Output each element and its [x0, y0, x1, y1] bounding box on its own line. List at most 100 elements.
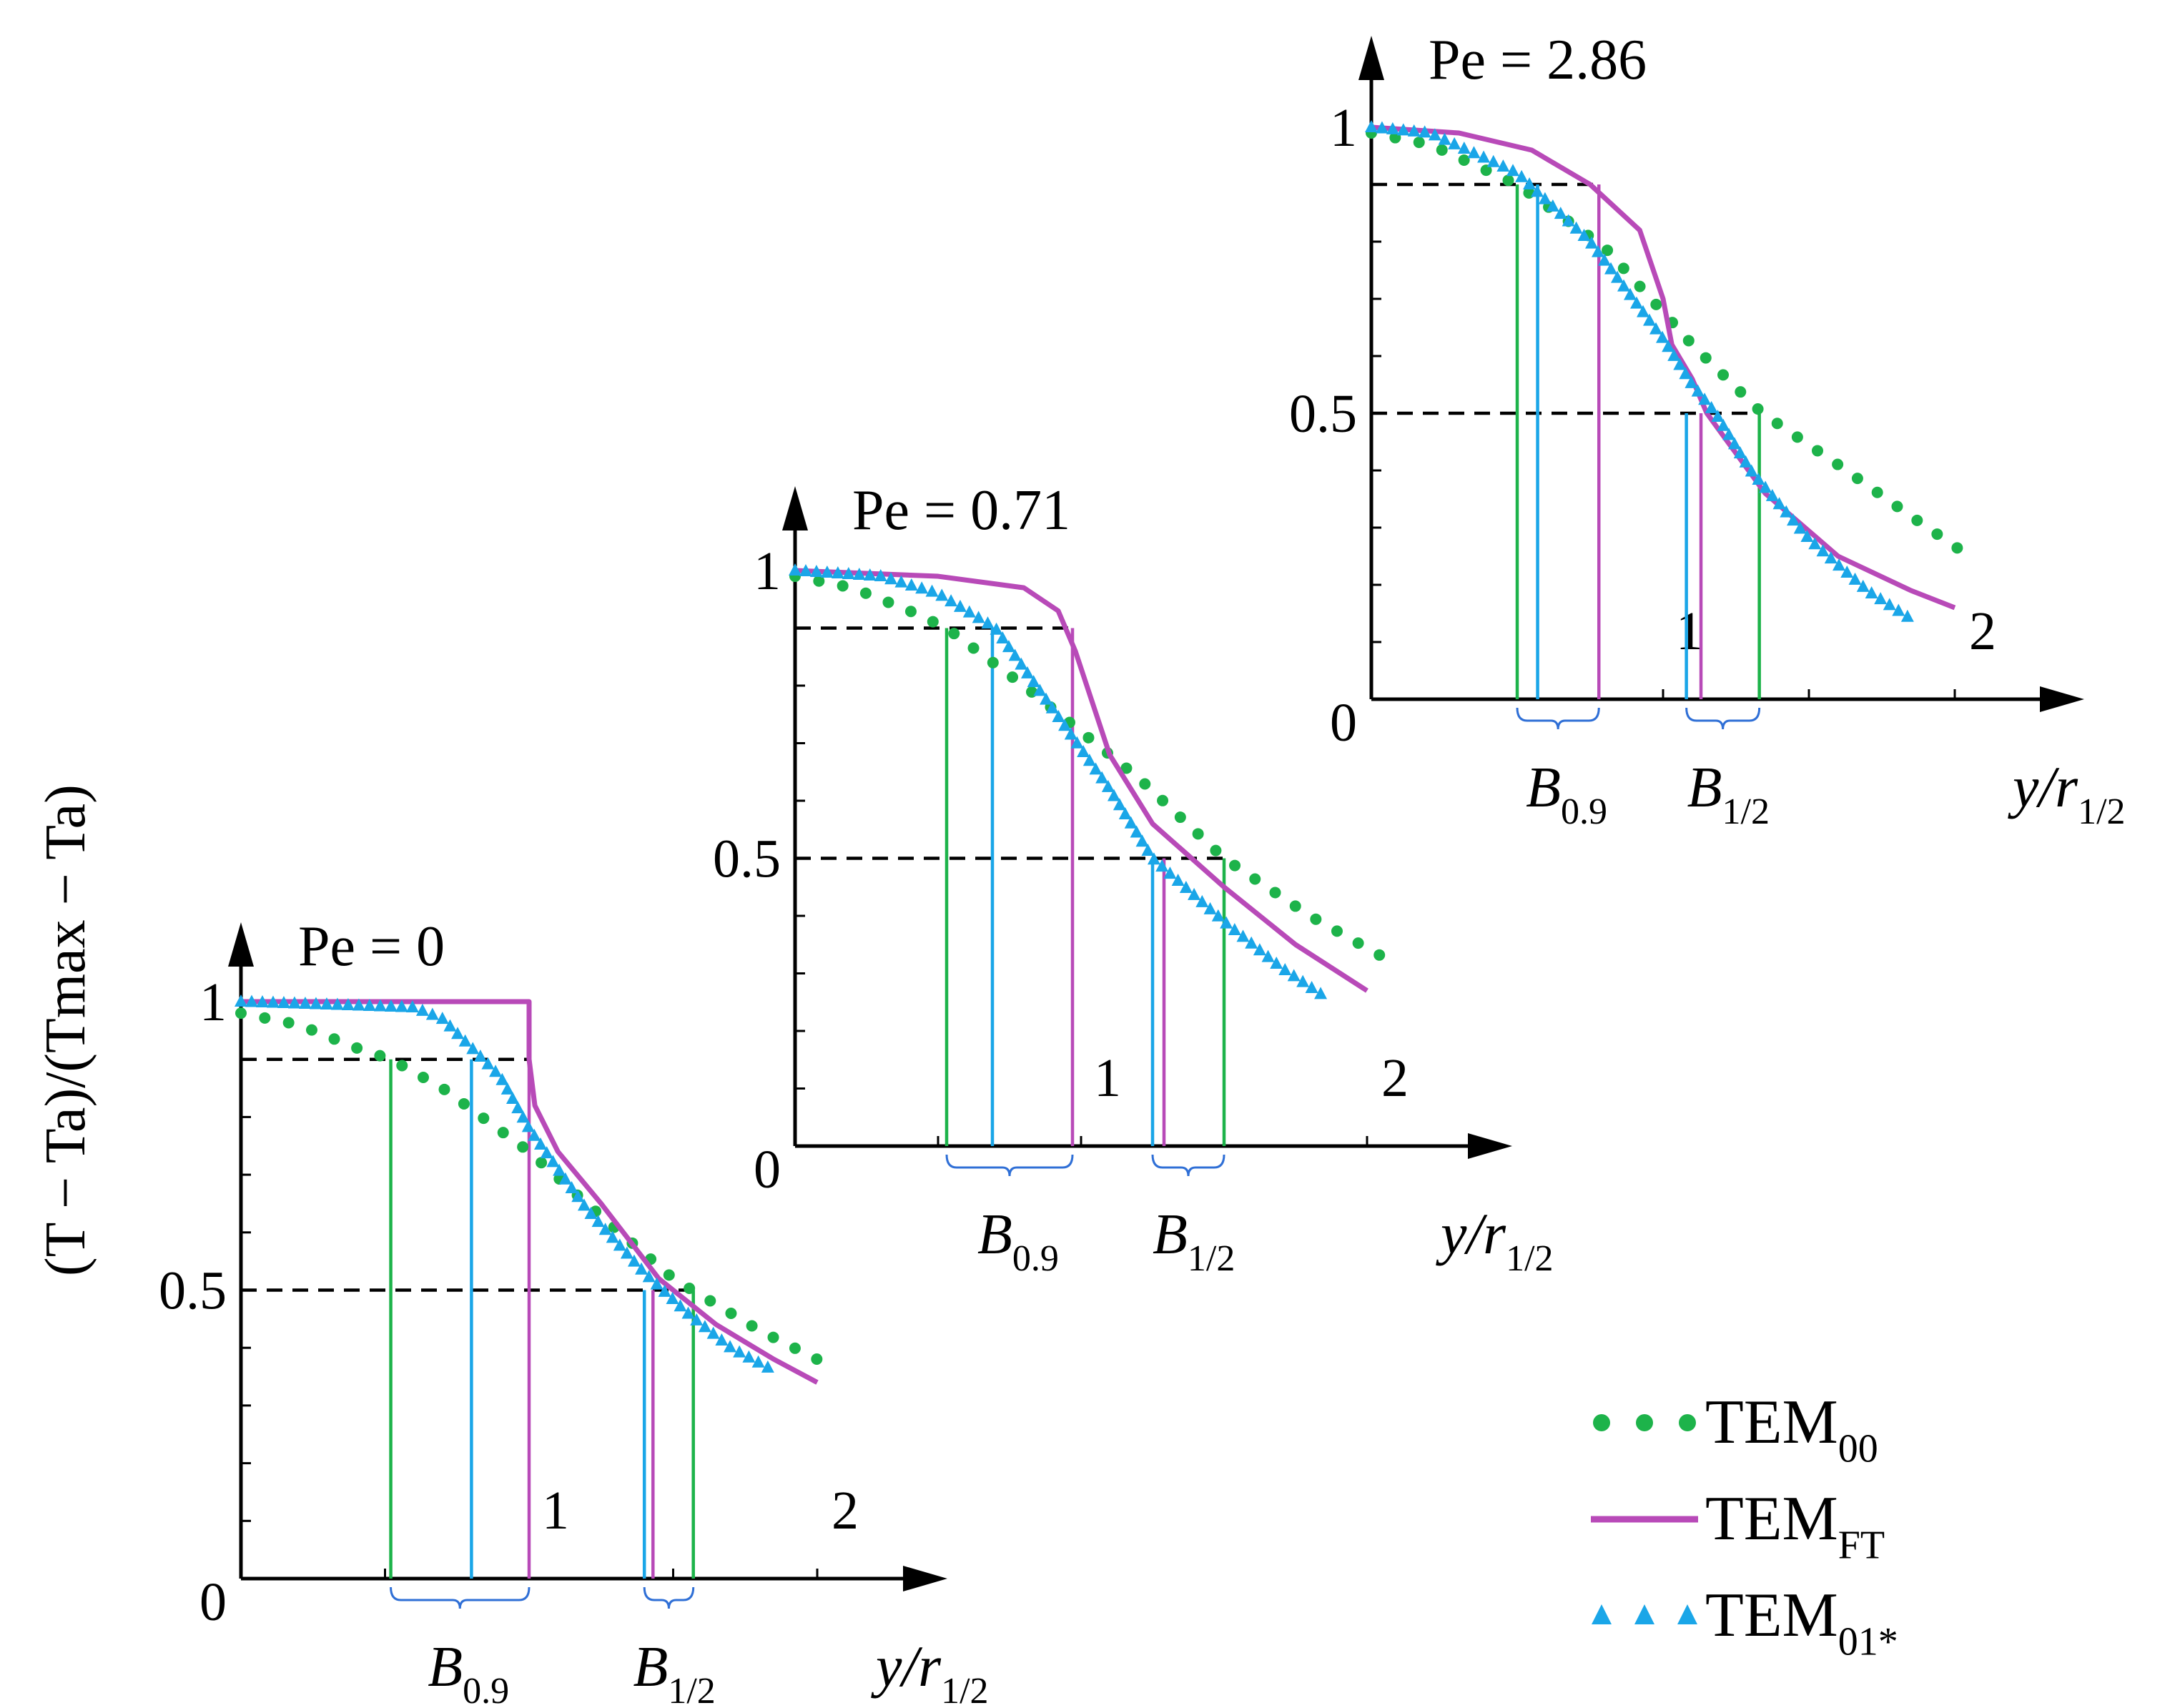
- brace-bhalf: [1151, 1154, 1225, 1177]
- data-point-tem01: [1448, 137, 1461, 149]
- data-point-tem00: [1752, 403, 1764, 415]
- data-point-tem01: [1865, 586, 1878, 598]
- data-point-tem01: [642, 1270, 656, 1283]
- data-point-tem01: [1739, 455, 1752, 468]
- y-tick-label: 0.5: [713, 829, 781, 889]
- data-point-tem00: [789, 1342, 801, 1354]
- data-point-tem01: [1375, 121, 1389, 134]
- data-point-tem00: [1791, 431, 1803, 443]
- data-point-tem01: [1135, 834, 1149, 847]
- data-point-tem01: [1793, 521, 1807, 534]
- data-point-tem01: [1130, 825, 1143, 838]
- data-point-tem01: [571, 1190, 585, 1203]
- data-point-tem01: [298, 997, 312, 1010]
- data-point-tem00: [1210, 844, 1222, 857]
- data-point-tem00: [1480, 164, 1492, 177]
- data-point-tem00: [967, 642, 980, 654]
- x-axis-arrow: [2040, 686, 2084, 712]
- data-point-tem01: [944, 594, 958, 607]
- data-point-tem01: [511, 1101, 525, 1114]
- data-point-tem01: [1002, 640, 1015, 653]
- legend-marker: [1636, 1414, 1653, 1431]
- data-point-tem01: [894, 575, 908, 588]
- data-point-tem01: [373, 999, 387, 1012]
- data-point-tem01: [1064, 727, 1077, 740]
- data-point-tem01: [761, 1360, 774, 1373]
- legend-marker: [1677, 1604, 1697, 1624]
- data-point-tem01: [1113, 798, 1126, 811]
- data-point-tem01: [1711, 409, 1725, 422]
- legend-item-00: TEM00: [1593, 1388, 1878, 1471]
- data-point-tem01: [466, 1042, 480, 1055]
- data-point-tem00: [1310, 913, 1322, 925]
- data-point-tem01: [235, 994, 247, 1007]
- y-axis-arrow: [782, 486, 808, 530]
- data-point-tem01: [863, 568, 877, 581]
- legend-label: TEM00: [1705, 1388, 1878, 1471]
- data-point-tem01: [598, 1223, 612, 1235]
- data-point-tem01: [495, 1072, 509, 1085]
- data-point-tem00: [927, 616, 939, 628]
- data-point-tem01: [1365, 120, 1378, 132]
- data-point-tem01: [1685, 375, 1698, 388]
- series-tem00: [789, 571, 1386, 961]
- brace-b09: [945, 1154, 1074, 1177]
- data-point-tem01: [925, 584, 939, 597]
- data-point-tem01: [1287, 969, 1301, 982]
- data-point-tem01: [287, 996, 301, 1009]
- data-point-tem01: [352, 998, 365, 1011]
- data-point-tem01: [1141, 843, 1155, 856]
- data-point-tem01: [1604, 262, 1618, 275]
- data-point-tem01: [820, 566, 834, 578]
- data-point-tem01: [650, 1277, 664, 1290]
- data-point-tem01: [1171, 874, 1185, 887]
- data-point-tem01: [1637, 305, 1650, 317]
- data-point-tem01: [255, 995, 269, 1008]
- label-b09: B0.9: [977, 1203, 1059, 1279]
- data-point-tem00: [1352, 937, 1364, 949]
- label-b09: B0.9: [428, 1636, 509, 1708]
- data-point-tem01: [1705, 400, 1718, 413]
- data-point-tem01: [1800, 529, 1814, 542]
- data-point-tem00: [1735, 386, 1747, 398]
- data-point-tem01: [658, 1284, 671, 1297]
- chart-panel-2: Pe = 0.71 0 0.5 1 1 2 B0.9 B1/2 y/r1/2: [713, 479, 1554, 1279]
- data-point-tem01: [1070, 736, 1084, 749]
- data-point-tem01: [1617, 279, 1631, 292]
- data-point-tem00: [813, 575, 825, 587]
- data-point-tem01: [962, 605, 976, 618]
- data-point-tem00: [374, 1050, 386, 1062]
- data-point-tem01: [852, 568, 866, 581]
- data-point-tem01: [309, 997, 322, 1010]
- data-point-tem00: [438, 1083, 450, 1095]
- data-point-tem01: [1892, 603, 1905, 616]
- data-point-tem01: [1698, 393, 1712, 405]
- data-point-tem01: [742, 1350, 756, 1363]
- data-point-tem01: [1592, 245, 1605, 257]
- data-point-tem01: [1577, 229, 1591, 242]
- data-point-tem00: [1891, 500, 1903, 513]
- data-point-tem01: [1261, 949, 1275, 962]
- data-point-tem00: [1436, 144, 1448, 156]
- data-point-tem01: [1727, 437, 1741, 450]
- panel-title: Pe = 0.71: [852, 479, 1070, 542]
- y-tick-label: 0: [1330, 693, 1357, 753]
- data-point-tem01: [1840, 565, 1854, 578]
- data-point-tem01: [435, 1012, 449, 1025]
- data-point-tem00: [1811, 445, 1823, 457]
- data-point-tem00: [1650, 298, 1662, 310]
- y-tick-label: 0: [199, 1572, 227, 1632]
- data-point-tem00: [811, 1353, 823, 1366]
- series-tem01: [1365, 120, 1914, 622]
- data-point-tem01: [1045, 701, 1059, 714]
- chart-panel-1: Pe = 0 0 0.5 1 1 2 B0.9 B1/2 y/r1/2: [159, 915, 989, 1708]
- y-tick-label: 0.5: [1289, 384, 1357, 444]
- x-tick-label: 2: [1381, 1048, 1409, 1108]
- data-point-tem01: [1418, 125, 1431, 138]
- data-point-tem00: [1229, 859, 1241, 872]
- series-tem01: [789, 563, 1328, 999]
- data-point-tem00: [1602, 245, 1614, 257]
- brace-bhalf: [1685, 707, 1761, 730]
- data-point-tem01: [546, 1155, 560, 1168]
